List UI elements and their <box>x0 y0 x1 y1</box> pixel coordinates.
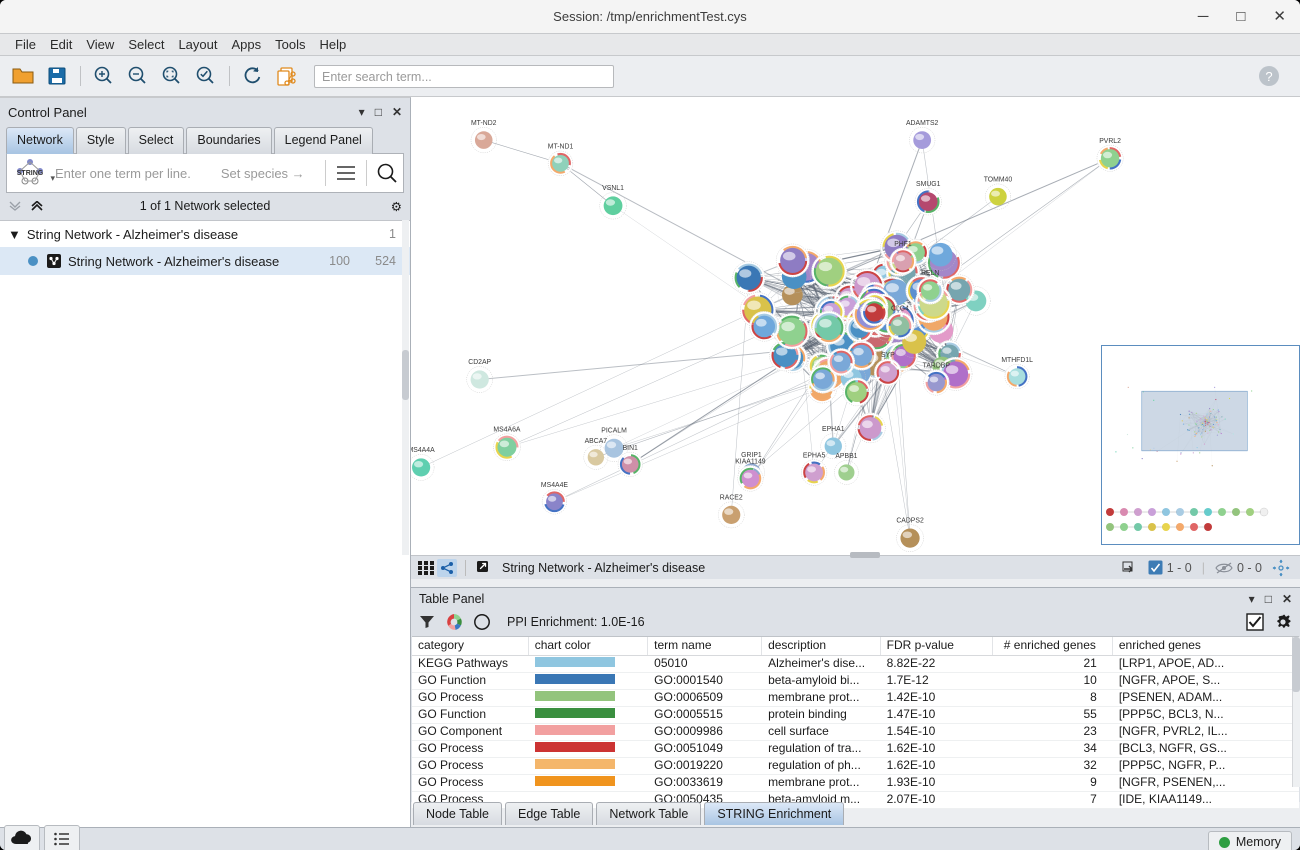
svg-text:PHF1: PHF1 <box>894 241 912 248</box>
svg-text:PVRL2: PVRL2 <box>1099 138 1121 145</box>
svg-text:VSNL1: VSNL1 <box>602 185 624 192</box>
svg-text:TOMM40: TOMM40 <box>984 177 1013 184</box>
svg-text:MS4A4A: MS4A4A <box>411 447 435 454</box>
svg-text:ABCA7: ABCA7 <box>585 438 608 445</box>
svg-text:SMUG1: SMUG1 <box>916 181 941 188</box>
svg-text:MTHFD1L: MTHFD1L <box>1001 357 1033 364</box>
svg-text:CLG4: CLG4 <box>891 305 909 312</box>
svg-text:ADAMTS2: ADAMTS2 <box>906 120 939 127</box>
svg-text:STRING: STRING <box>17 170 44 177</box>
svg-text:APBB1: APBB1 <box>835 453 857 460</box>
svg-text:CD2AP: CD2AP <box>468 359 491 366</box>
svg-text:MT-ND1: MT-ND1 <box>548 144 574 151</box>
svg-text:KIAA1149: KIAA1149 <box>735 458 766 465</box>
svg-text:?: ? <box>1265 69 1272 84</box>
svg-text:MT-ND2: MT-ND2 <box>471 120 497 127</box>
svg-text:BIN1: BIN1 <box>623 445 638 452</box>
svg-text:MS4A6A: MS4A6A <box>493 426 520 433</box>
svg-text:PICALM: PICALM <box>601 427 627 434</box>
svg-text:CADPS2: CADPS2 <box>896 517 924 524</box>
svg-text:RACE2: RACE2 <box>720 495 743 502</box>
svg-text:EPHA5: EPHA5 <box>803 452 826 459</box>
svg-text:TARDBP: TARDBP <box>923 363 951 370</box>
svg-text:RELN: RELN <box>921 270 939 277</box>
svg-text:MS4A4E: MS4A4E <box>541 482 568 489</box>
svg-text:EPHA1: EPHA1 <box>822 426 845 433</box>
svg-text:SYP: SYP <box>881 352 895 359</box>
